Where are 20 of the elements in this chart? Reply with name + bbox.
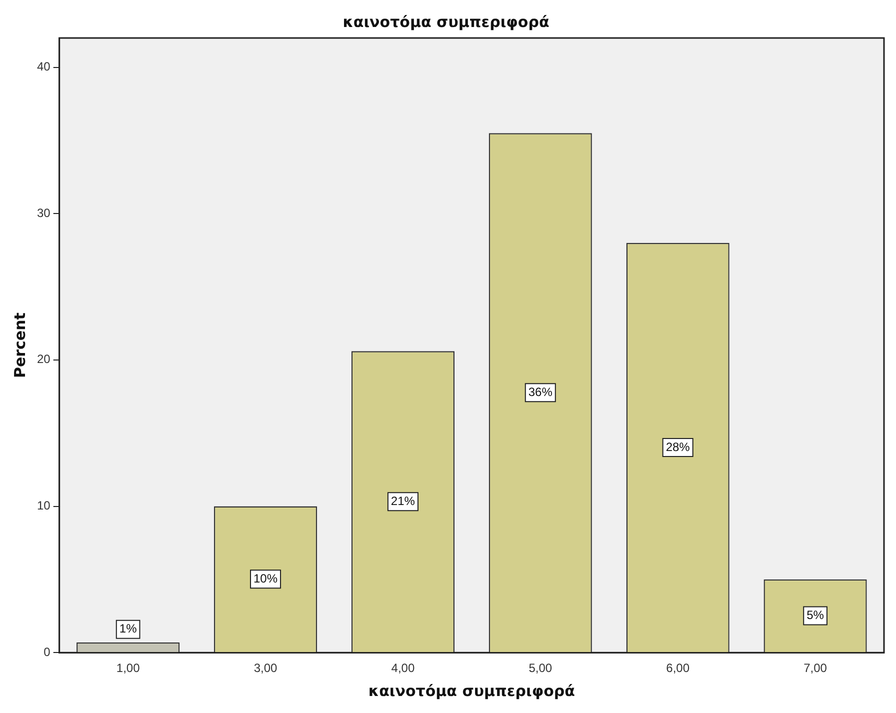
y-tick-label: 20 <box>36 352 51 366</box>
data-label: 10% <box>253 571 278 586</box>
y-tick-label: 0 <box>44 644 51 659</box>
data-label: 5% <box>806 608 824 622</box>
y-tick-label: 10 <box>36 498 51 513</box>
x-tick-label: 7,00 <box>804 661 828 676</box>
x-tick-label: 3,00 <box>254 661 278 676</box>
data-label: 1% <box>119 622 138 636</box>
data-label: 21% <box>390 494 416 508</box>
chart-title: καινοτόμα συμπεριφορά <box>342 12 550 31</box>
x-tick-label: 1,00 <box>116 661 140 676</box>
y-axis-title: Percent <box>10 312 29 378</box>
x-tick-label: 4,00 <box>391 661 415 676</box>
x-tick-label: 6,00 <box>666 661 690 676</box>
y-tick-label: 30 <box>36 206 51 220</box>
y-tick-label: 40 <box>36 60 51 74</box>
x-tick-label: 5,00 <box>528 661 552 676</box>
x-axis-title: καινοτόμα συμπεριφορά <box>368 682 575 700</box>
data-label: 28% <box>666 440 690 454</box>
data-label: 36% <box>528 384 553 399</box>
